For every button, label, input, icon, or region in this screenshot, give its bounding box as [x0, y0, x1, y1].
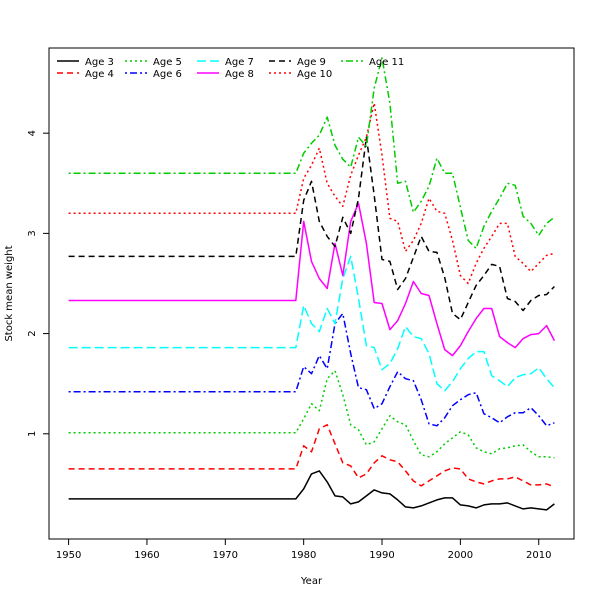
y-tick-label: 1	[27, 431, 38, 437]
legend-label: Age 9	[297, 57, 326, 68]
legend-label: Age 5	[153, 57, 182, 68]
legend-label: Age 4	[85, 69, 114, 80]
y-axis: 1 2 3 4	[27, 130, 49, 437]
series-line-age-5	[68, 369, 555, 459]
x-tick-label: 2010	[526, 550, 551, 561]
y-tick-label: 4	[27, 130, 38, 136]
series-layer	[68, 57, 556, 511]
x-axis-title: Year	[300, 576, 323, 587]
x-tick-label: 1980	[291, 550, 316, 561]
legend-label: Age 10	[297, 69, 332, 80]
y-tick-label: 2	[27, 330, 38, 336]
x-tick-label: 1990	[369, 550, 394, 561]
series-line-age-10	[68, 102, 555, 285]
legend-label: Age 3	[85, 57, 114, 68]
y-tick-label: 3	[27, 230, 38, 236]
x-axis: 1950 1960 1970 1980 1990 2000 2010	[56, 539, 551, 561]
plot-frame	[48, 47, 575, 540]
series-line-age-9	[68, 136, 555, 321]
series-line-age-4	[68, 424, 555, 488]
series-line-age-11	[68, 57, 555, 250]
x-tick-label: 1960	[134, 550, 159, 561]
y-axis-title: Stock mean weight	[4, 245, 15, 341]
series-line-age-6	[68, 312, 555, 427]
x-tick-label: 1950	[56, 550, 81, 561]
series-line-age-3	[68, 470, 555, 511]
x-tick-label: 1970	[213, 550, 238, 561]
series-line-age-8	[68, 202, 556, 357]
series-line-age-7	[68, 255, 555, 392]
legend-label: Age 8	[225, 69, 254, 80]
legend-label: Age 7	[225, 57, 254, 68]
legend-label: Age 6	[153, 69, 182, 80]
legend-label: Age 11	[369, 57, 404, 68]
x-tick-label: 2000	[448, 550, 473, 561]
